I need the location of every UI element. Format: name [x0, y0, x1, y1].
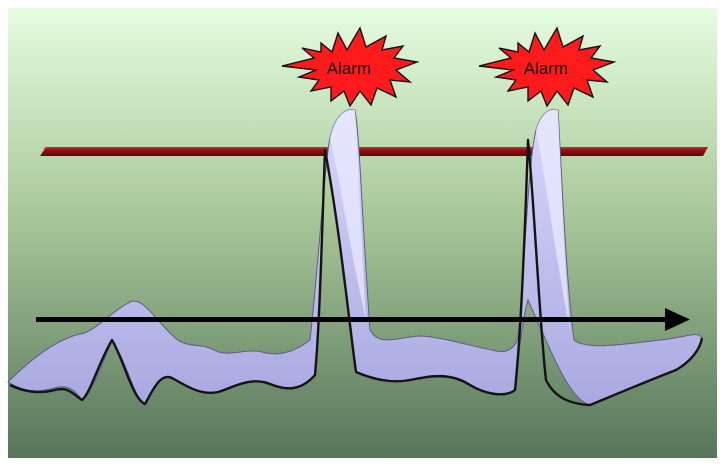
explosion-burst-icon — [478, 26, 617, 108]
signal-ribbon — [7, 108, 704, 407]
alarm-burst-2: Alarm — [478, 26, 617, 108]
time-arrow-shaft — [36, 317, 666, 322]
threshold-bar — [40, 147, 708, 156]
explosion-burst-icon — [281, 26, 420, 108]
signal-trace-line — [9, 138, 704, 407]
time-arrow — [36, 308, 690, 331]
alarm-label-1: Alarm — [327, 59, 371, 78]
right-arrow-icon — [665, 308, 690, 331]
alarm-burst-1: Alarm — [281, 26, 420, 108]
signal-ribbon-highlight — [330, 109, 570, 330]
alarm-label-2: Alarm — [524, 59, 568, 78]
